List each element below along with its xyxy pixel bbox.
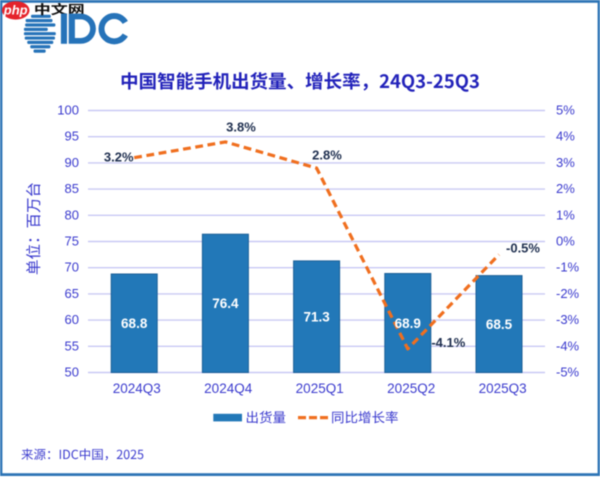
svg-text:75: 75 — [65, 234, 79, 249]
svg-text:2024Q3: 2024Q3 — [113, 381, 161, 396]
svg-text:-3%: -3% — [556, 312, 580, 327]
svg-text:80: 80 — [65, 207, 79, 222]
svg-text:100: 100 — [57, 103, 79, 118]
svg-text:5%: 5% — [556, 103, 575, 118]
svg-text:2.8%: 2.8% — [312, 147, 342, 162]
svg-text:95: 95 — [65, 129, 79, 144]
svg-text:php: php — [3, 3, 28, 18]
svg-text:-2%: -2% — [556, 286, 580, 301]
svg-text:3.2%: 3.2% — [104, 149, 134, 164]
svg-text:60: 60 — [65, 312, 79, 327]
svg-text:0%: 0% — [556, 234, 575, 249]
svg-text:71.3: 71.3 — [303, 310, 330, 325]
svg-text:2025Q2: 2025Q2 — [387, 381, 435, 396]
svg-text:55: 55 — [65, 338, 79, 353]
svg-text:2025Q1: 2025Q1 — [296, 381, 344, 396]
svg-text:65: 65 — [65, 286, 79, 301]
svg-text:68.9: 68.9 — [395, 316, 421, 331]
svg-text:3.8%: 3.8% — [226, 120, 256, 135]
svg-text:68.8: 68.8 — [121, 316, 148, 331]
svg-text:85: 85 — [65, 181, 79, 196]
svg-text:50: 50 — [65, 365, 79, 380]
svg-text:-5%: -5% — [556, 365, 580, 380]
svg-text:-4.1%: -4.1% — [431, 335, 465, 350]
svg-text:76.4: 76.4 — [212, 296, 239, 311]
svg-text:-1%: -1% — [556, 260, 580, 275]
svg-text:3%: 3% — [556, 155, 575, 170]
svg-text:-4%: -4% — [556, 338, 580, 353]
svg-text:2025Q3: 2025Q3 — [479, 381, 527, 396]
svg-text:-0.5%: -0.5% — [506, 240, 540, 255]
svg-text:70: 70 — [65, 260, 79, 275]
svg-text:68.5: 68.5 — [486, 317, 513, 332]
svg-text:2%: 2% — [556, 181, 575, 196]
svg-text:90: 90 — [65, 155, 79, 170]
svg-text:4%: 4% — [556, 129, 575, 144]
svg-text:1%: 1% — [556, 207, 575, 222]
svg-text:2024Q4: 2024Q4 — [204, 381, 253, 396]
